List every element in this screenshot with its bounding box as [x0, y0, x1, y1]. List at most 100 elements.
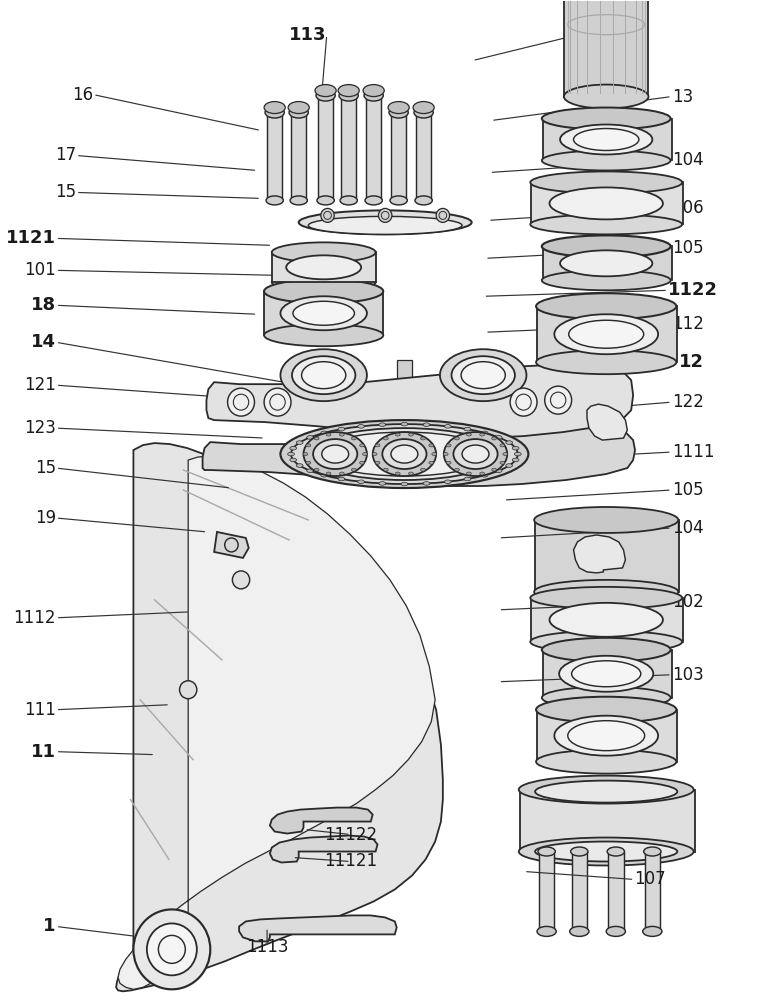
Bar	[535, 520, 679, 592]
Text: 103: 103	[672, 666, 703, 684]
Ellipse shape	[492, 437, 497, 440]
Ellipse shape	[500, 444, 505, 447]
Text: 123: 123	[24, 419, 56, 437]
Ellipse shape	[446, 461, 451, 464]
Polygon shape	[573, 535, 625, 573]
Ellipse shape	[560, 125, 653, 154]
Ellipse shape	[429, 444, 434, 447]
Ellipse shape	[512, 458, 519, 462]
Text: 121: 121	[24, 376, 56, 394]
Bar	[416, 113, 431, 200]
Ellipse shape	[326, 433, 331, 436]
Ellipse shape	[549, 187, 663, 219]
Ellipse shape	[479, 472, 485, 475]
Ellipse shape	[357, 480, 364, 484]
Ellipse shape	[506, 464, 513, 467]
Ellipse shape	[519, 838, 694, 865]
Ellipse shape	[401, 422, 408, 426]
Ellipse shape	[365, 196, 382, 205]
Ellipse shape	[542, 687, 671, 709]
Text: 131: 131	[578, 26, 616, 44]
Text: 107: 107	[635, 870, 666, 888]
Bar	[318, 96, 333, 200]
Ellipse shape	[292, 356, 355, 394]
Ellipse shape	[382, 439, 427, 469]
Polygon shape	[270, 836, 378, 862]
Ellipse shape	[383, 468, 388, 471]
Text: 11: 11	[31, 743, 56, 761]
Text: 1121: 1121	[5, 229, 56, 247]
Ellipse shape	[306, 461, 311, 464]
Ellipse shape	[530, 214, 682, 234]
Ellipse shape	[364, 90, 383, 101]
Text: 12: 12	[679, 353, 704, 371]
Text: 105: 105	[672, 239, 703, 257]
Ellipse shape	[572, 661, 641, 687]
Circle shape	[228, 388, 255, 416]
Ellipse shape	[462, 445, 489, 463]
Ellipse shape	[414, 107, 434, 118]
Polygon shape	[270, 808, 373, 834]
Text: 14: 14	[31, 333, 56, 351]
Ellipse shape	[360, 461, 364, 464]
Bar	[264, 291, 383, 335]
Ellipse shape	[303, 453, 308, 456]
Text: 122: 122	[672, 393, 704, 411]
Ellipse shape	[429, 461, 434, 464]
Ellipse shape	[321, 431, 328, 435]
Ellipse shape	[287, 452, 294, 456]
Ellipse shape	[503, 453, 507, 456]
Bar	[397, 360, 412, 470]
Circle shape	[179, 681, 197, 699]
Circle shape	[436, 208, 450, 222]
Ellipse shape	[538, 847, 556, 856]
Ellipse shape	[479, 433, 485, 436]
Ellipse shape	[514, 452, 521, 456]
Ellipse shape	[530, 631, 682, 653]
Ellipse shape	[280, 349, 367, 401]
Text: 111: 111	[24, 701, 56, 719]
Ellipse shape	[383, 437, 388, 440]
Ellipse shape	[340, 196, 357, 205]
Text: 112: 112	[672, 315, 704, 333]
Ellipse shape	[461, 362, 505, 389]
Ellipse shape	[536, 350, 676, 374]
Ellipse shape	[264, 324, 383, 346]
Ellipse shape	[290, 196, 308, 205]
Polygon shape	[587, 404, 627, 440]
Ellipse shape	[351, 437, 356, 440]
Circle shape	[147, 923, 197, 975]
Ellipse shape	[542, 150, 671, 170]
Bar	[291, 113, 306, 200]
Bar	[267, 113, 282, 200]
Ellipse shape	[409, 472, 413, 475]
Ellipse shape	[530, 587, 682, 609]
Ellipse shape	[432, 453, 437, 456]
Ellipse shape	[535, 781, 678, 803]
Ellipse shape	[643, 926, 662, 936]
Ellipse shape	[554, 716, 658, 756]
Ellipse shape	[280, 420, 528, 488]
Circle shape	[264, 388, 291, 416]
Text: 16: 16	[72, 86, 93, 104]
Ellipse shape	[519, 776, 694, 804]
Text: 105: 105	[672, 481, 703, 499]
Bar	[572, 852, 587, 929]
Ellipse shape	[314, 468, 319, 471]
Ellipse shape	[308, 216, 462, 234]
Ellipse shape	[390, 196, 407, 205]
Ellipse shape	[542, 270, 671, 290]
Ellipse shape	[537, 926, 556, 936]
Ellipse shape	[423, 423, 430, 426]
Polygon shape	[203, 424, 635, 486]
Bar	[564, 0, 649, 97]
Ellipse shape	[607, 847, 625, 856]
Ellipse shape	[506, 441, 513, 444]
Ellipse shape	[391, 445, 418, 463]
Ellipse shape	[451, 356, 515, 394]
Circle shape	[134, 909, 211, 989]
Ellipse shape	[298, 210, 472, 234]
Ellipse shape	[401, 482, 408, 486]
Ellipse shape	[360, 444, 364, 447]
Ellipse shape	[564, 85, 649, 109]
